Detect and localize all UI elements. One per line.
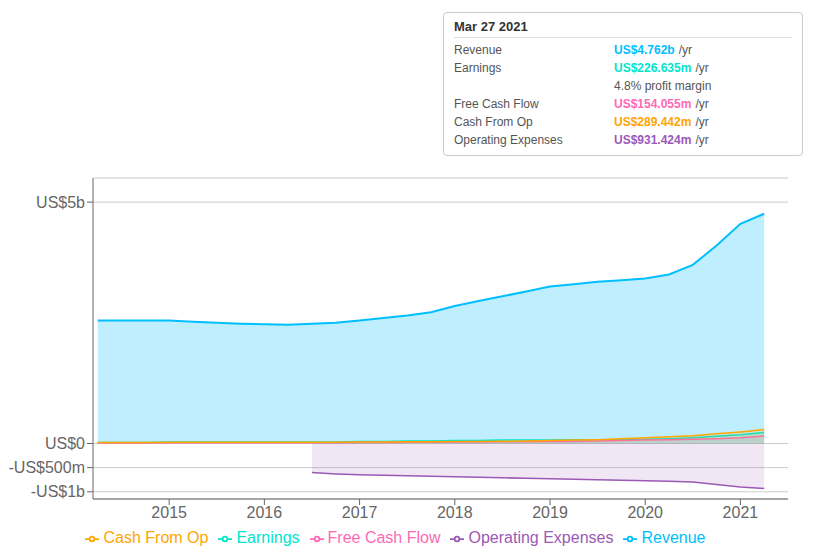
html-text:US$931.424m /yr: US$931.424m /yr	[614, 133, 709, 147]
html-text:Operating Expenses: Operating Expenses	[468, 529, 614, 546]
svg-text:2017: 2017	[342, 504, 378, 521]
svg-text:-US$500m: -US$500m	[9, 459, 85, 476]
svg-text:US$5b: US$5b	[36, 194, 85, 211]
html-text:4.8% profit margin: 4.8% profit margin	[614, 79, 712, 93]
svg-text:2015: 2015	[151, 504, 187, 521]
html-text:Earnings: Earnings	[236, 529, 300, 546]
html-text:Free Cash Flow: Free Cash Flow	[454, 97, 539, 111]
html-text:Earnings: Earnings	[454, 61, 502, 75]
html-text:Free Cash Flow: Free Cash Flow	[327, 529, 441, 546]
html-text:Revenue: Revenue	[641, 529, 706, 546]
svg-text:2020: 2020	[627, 504, 663, 521]
html-text:Operating Expenses: Operating Expenses	[454, 133, 563, 147]
svg-text:2021: 2021	[723, 504, 759, 521]
html-text:US$154.055m /yr: US$154.055m /yr	[614, 97, 709, 111]
html-text:Cash From Op: Cash From Op	[454, 115, 533, 129]
html-text:Mar 27 2021: Mar 27 2021	[454, 19, 528, 34]
svg-text:2019: 2019	[532, 504, 568, 521]
html-text:Cash From Op: Cash From Op	[103, 529, 209, 546]
svg-text:2016: 2016	[247, 504, 283, 521]
html-text:Revenue: Revenue	[454, 43, 502, 57]
html-text:US$289.442m /yr: US$289.442m /yr	[614, 115, 709, 129]
html-text:US$4.762b /yr: US$4.762b /yr	[614, 43, 692, 57]
html-text:US$226.635m /yr: US$226.635m /yr	[614, 61, 709, 75]
svg-text:-US$1b: -US$1b	[31, 483, 85, 500]
svg-text:2018: 2018	[437, 504, 473, 521]
svg-text:US$0: US$0	[45, 435, 85, 452]
